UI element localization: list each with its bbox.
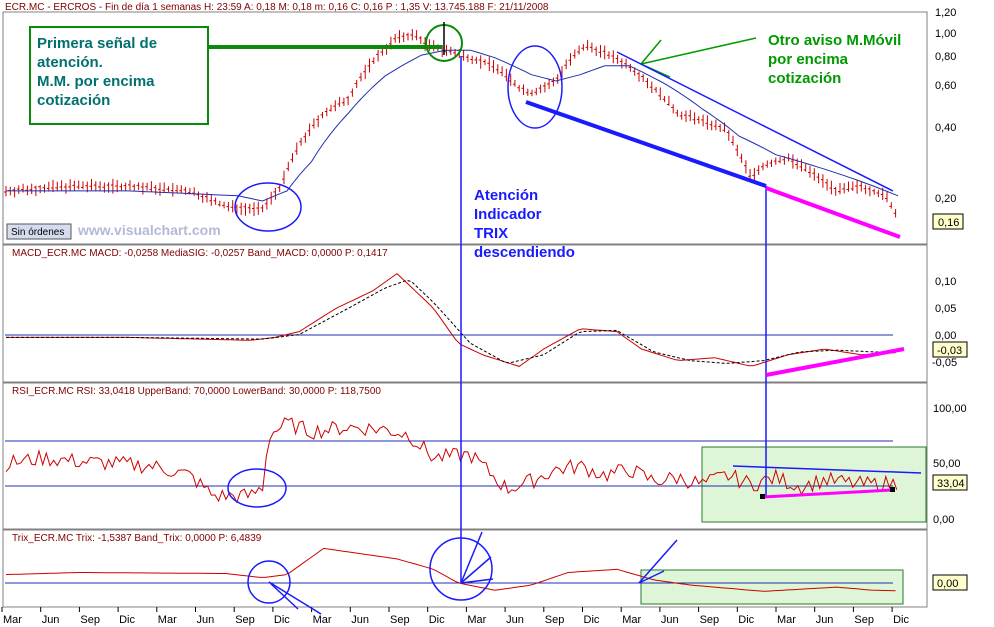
svg-text:0,00: 0,00 <box>937 578 958 590</box>
x-tick-label: Dic <box>274 614 290 626</box>
trix-shaded-zone <box>640 569 904 605</box>
watermark: www.visualchart.com <box>77 222 221 238</box>
annotation-first-signal-line1: Primera señal de <box>37 35 157 52</box>
rsi-y-axis: 100,00 50,00 0,00 <box>933 403 967 526</box>
sin-ordenes-button[interactable]: Sin órdenes <box>6 223 72 240</box>
macd-panel[interactable] <box>2 244 928 383</box>
x-tick-label: Sep <box>700 614 720 626</box>
price-header: ECR.MC - ERCROS - Fin de día 1 semanas H… <box>5 2 549 13</box>
x-tick-label: Jun <box>661 614 679 626</box>
trix-last-value-box: 0,00 <box>932 574 968 591</box>
x-tick-label: Jun <box>506 614 524 626</box>
macd-header: MACD_ECR.MC MACD: -0,0258 MediaSIG: -0,0… <box>12 248 388 259</box>
rsi-header: RSI_ECR.MC RSI: 33,0418 UpperBand: 70,00… <box>12 386 381 397</box>
annotation-first-signal-line2: atención. <box>37 54 103 71</box>
rsi-marker-right <box>890 487 895 492</box>
annotation-otro-aviso-line1: Otro aviso M.Móvil <box>768 32 901 49</box>
rsi-last-value-box: 33,04 <box>932 474 968 491</box>
y-tick: 0,10 <box>935 276 956 288</box>
y-tick: 0,00 <box>935 330 956 342</box>
price-last-value-box: 0,16 <box>932 213 964 230</box>
svg-text:Sin órdenes: Sin órdenes <box>11 227 64 238</box>
x-tick-label: Mar <box>158 614 177 626</box>
svg-text:0,16: 0,16 <box>938 217 959 229</box>
annotation-first-signal-line4: cotización <box>37 92 110 109</box>
annotation-blue-marks <box>227 45 922 615</box>
y-tick: 0,20 <box>935 193 956 205</box>
x-tick-label: Mar <box>467 614 486 626</box>
trix-header: Trix_ECR.MC Trix: -1,5387 Band_Trix: 0,0… <box>12 533 262 544</box>
annotation-trix-line2: Indicador <box>474 206 542 223</box>
x-tick-label: Mar <box>622 614 641 626</box>
x-tick-label: Dic <box>893 614 909 626</box>
y-tick: 0,00 <box>933 514 954 526</box>
x-tick-label: Sep <box>235 614 255 626</box>
annotation-otro-aviso-line2: por encima <box>768 51 849 68</box>
svg-text:33,04: 33,04 <box>937 478 965 490</box>
y-tick: 50,00 <box>933 458 961 470</box>
x-tick-label: Mar <box>313 614 332 626</box>
annotation-trix-line1: Atención <box>474 187 538 204</box>
x-tick-label: Sep <box>390 614 410 626</box>
x-tick-label: Jun <box>42 614 60 626</box>
moving-average-line <box>6 49 899 202</box>
macd-line <box>6 272 896 367</box>
x-tick-label: Sep <box>545 614 565 626</box>
annotation-trix-line4: descendiendo <box>474 244 575 261</box>
annotation-otro-aviso-line3: cotización <box>768 70 841 87</box>
x-tick-label: Dic <box>119 614 135 626</box>
rsi-marker-left <box>760 494 765 499</box>
x-tick-label: Mar <box>777 614 796 626</box>
annotation-first-signal-line3: M.M. por encima <box>37 73 155 90</box>
macd-signal-line <box>6 279 896 364</box>
price-y-axis: 1,20 1,00 0,80 0,60 0,40 0,20 <box>935 7 956 205</box>
y-tick: 1,20 <box>935 7 956 19</box>
x-tick-label: Sep <box>854 614 874 626</box>
x-tick-label: Jun <box>197 614 215 626</box>
trix-line <box>5 547 896 592</box>
y-tick: 0,05 <box>935 303 956 315</box>
annotation-trix-line3: TRIX <box>474 225 508 242</box>
annotation-trend-lines <box>525 51 905 499</box>
x-tick-label: Dic <box>584 614 600 626</box>
x-tick-label: Dic <box>429 614 445 626</box>
x-tick-label: Mar <box>3 614 22 626</box>
y-tick: 0,60 <box>935 80 956 92</box>
annotation-box-first-signal <box>29 26 209 125</box>
y-tick: 1,00 <box>935 28 956 40</box>
macd-last-value-box: -0,03 <box>932 341 968 358</box>
y-tick: 0,40 <box>935 122 956 134</box>
x-tick-label: Jun <box>816 614 834 626</box>
x-tick-label: Dic <box>738 614 754 626</box>
svg-text:-0,03: -0,03 <box>937 345 962 357</box>
x-tick-label: Jun <box>351 614 369 626</box>
rsi-line <box>5 417 898 504</box>
x-tick-label: Sep <box>80 614 100 626</box>
y-tick: 0,80 <box>935 51 956 63</box>
macd-y-axis: 0,10 0,05 0,00 -0,05 <box>932 276 957 369</box>
y-tick: 100,00 <box>933 403 967 415</box>
y-tick: -0,05 <box>932 357 957 369</box>
x-axis: Mar Jun Sep Dic Mar Jun Sep Dic Mar Jun Sep Dic Mar J… <box>1 607 909 626</box>
